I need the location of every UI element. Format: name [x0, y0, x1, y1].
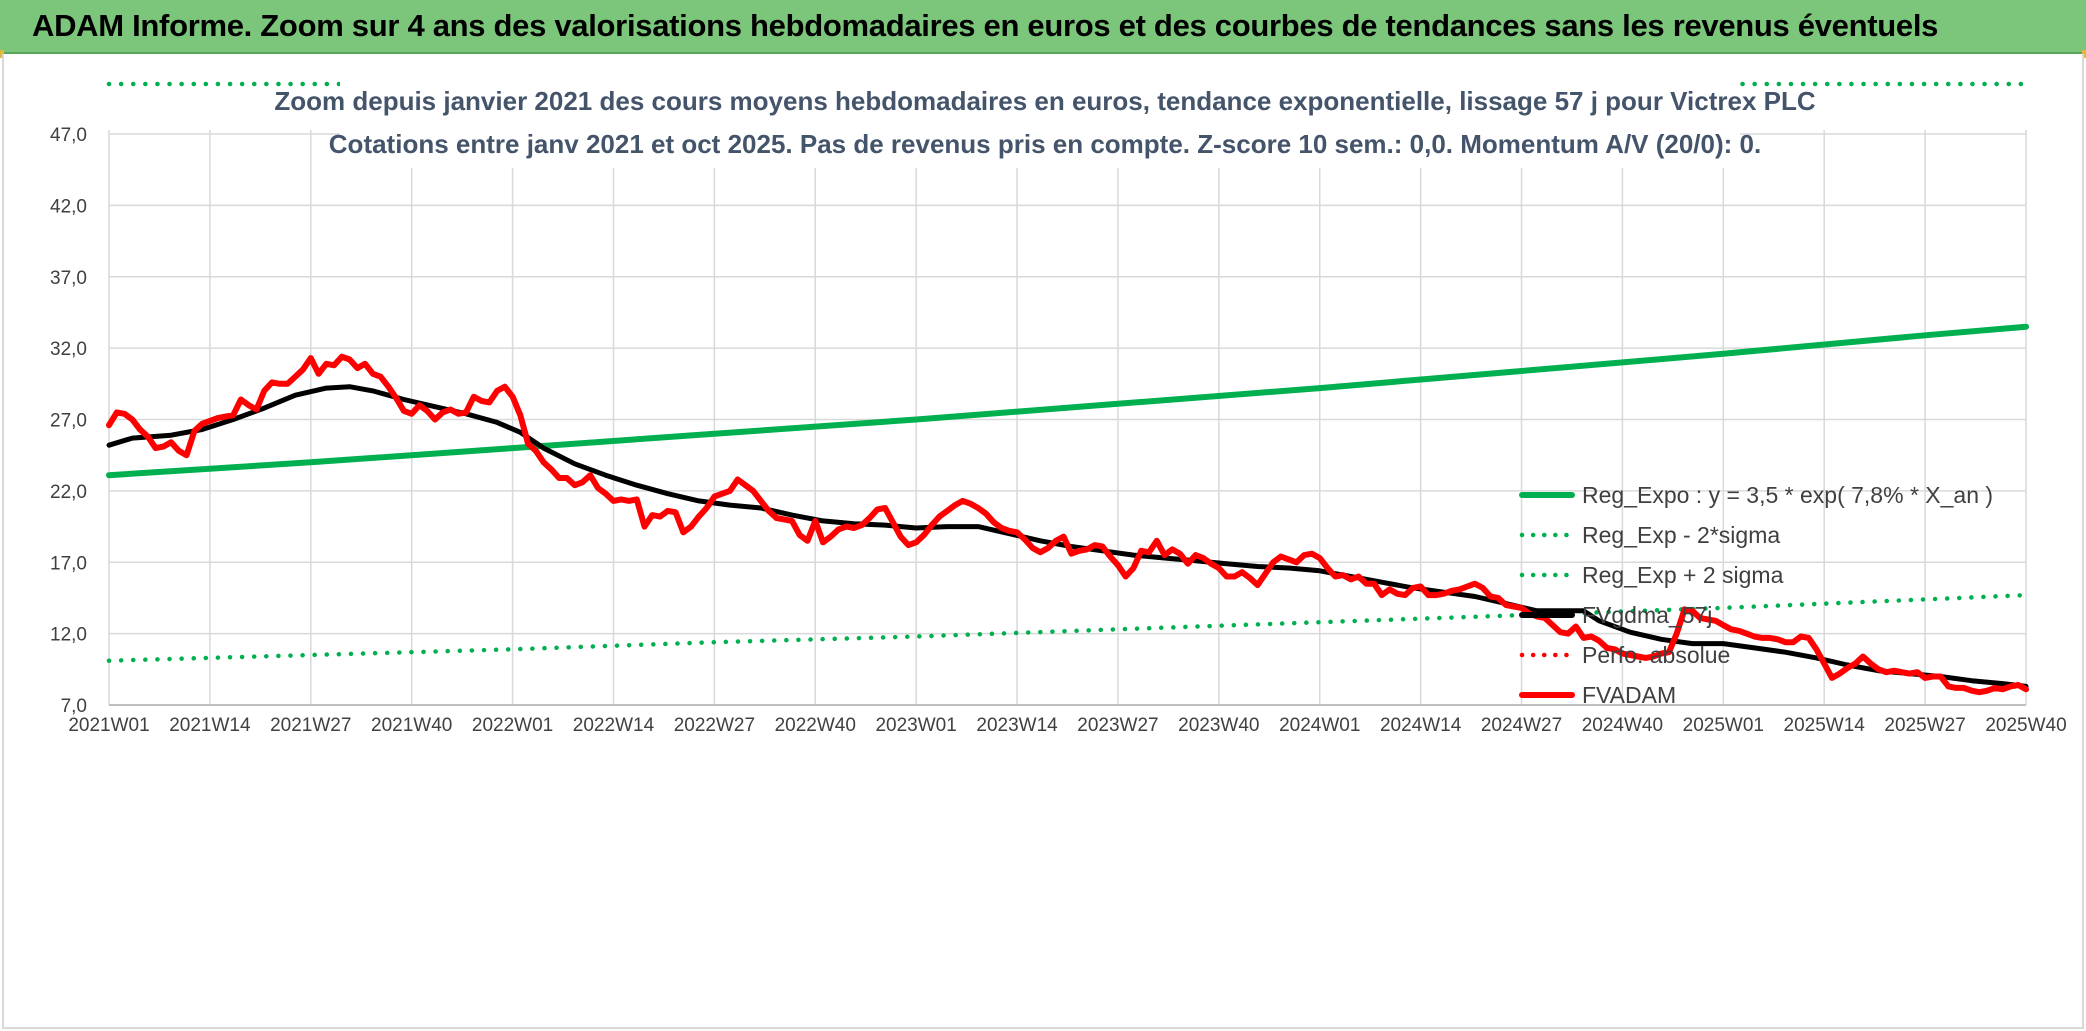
chart-title-block: Zoom depuis janvier 2021 des cours moyen…: [274, 76, 1816, 168]
banner-corner-right: [2082, 50, 2086, 58]
y-tick-label: 7,0: [61, 696, 87, 717]
x-tick-label: 2025W27: [1884, 715, 1965, 736]
series-reg-expo: [106, 323, 2029, 479]
y-tick-label: 47,0: [50, 125, 87, 146]
legend: Reg_Expo : y = 3,5 * exp( 7,8% * X_an ) R…: [1519, 482, 1993, 708]
y-tick-label: 22,0: [50, 482, 87, 503]
legend-label-fvgdma: FVgdma_57j: [1582, 602, 1712, 628]
x-tick-label: 2024W27: [1481, 715, 1562, 736]
series-fvadam: [106, 353, 2029, 696]
x-tick-label: 2022W01: [472, 715, 553, 736]
x-tick-label: 2024W14: [1380, 715, 1462, 736]
legend-label-perfo: Perfo. absolue: [1582, 642, 1730, 668]
legend-label-fvadam: FVADAM: [1582, 682, 1676, 708]
y-tick-label: 27,0: [50, 411, 87, 432]
chart-title-line2: Cotations entre janv 2021 et oct 2025. P…: [329, 129, 1761, 159]
x-tick-label: 2025W40: [1985, 715, 2066, 736]
series-reg-exp-2-sigma: [106, 592, 2029, 663]
x-tick-label: 2023W14: [976, 715, 1058, 736]
x-tick-label: 2023W40: [1178, 715, 1259, 736]
chart-title-line1: Zoom depuis janvier 2021 des cours moyen…: [274, 86, 1815, 116]
legend-label-reg_plus: Reg_Exp + 2 sigma: [1582, 562, 1784, 588]
x-tick-label: 2021W01: [68, 715, 149, 736]
grid-layer: [108, 130, 2027, 706]
y-tick-label: 12,0: [50, 625, 87, 646]
y-tick-label: 42,0: [50, 196, 87, 217]
y-tick-label: 37,0: [50, 268, 87, 289]
x-tick-label: 2023W27: [1077, 715, 1158, 736]
title-background: [340, 76, 1740, 168]
series-layer: [106, 81, 2029, 696]
x-tick-label: 2023W01: [875, 715, 956, 736]
x-tick-label: 2024W40: [1582, 715, 1663, 736]
y-tick-label: 17,0: [50, 553, 87, 574]
x-tick-label: 2025W01: [1683, 715, 1764, 736]
y-tick-label: 32,0: [50, 339, 87, 360]
x-tick-label: 2021W27: [270, 715, 351, 736]
x-tick-label: 2021W40: [371, 715, 452, 736]
x-tick-label: 2022W27: [674, 715, 755, 736]
axis-layer: 7,0 12,0 17,0 22,0 27,0 32,0 37,0 42,0 47,0 2021W…: [50, 125, 2067, 736]
x-tick-label: 2022W14: [573, 715, 655, 736]
legend-label-reg_expo: Reg_Expo : y = 3,5 * exp( 7,8% * X_an ): [1582, 482, 1993, 508]
banner-title: ADAM Informe. Zoom sur 4 ans des valoris…: [32, 8, 1939, 43]
banner: ADAM Informe. Zoom sur 4 ans des valoris…: [0, 0, 2086, 54]
x-tick-label: 2025W14: [1784, 715, 1866, 736]
chart-frame: [2, 54, 2084, 1029]
x-tick-label: 2022W40: [775, 715, 856, 736]
x-tick-label: 2024W01: [1279, 715, 1360, 736]
x-tick-label: 2021W14: [169, 715, 251, 736]
legend-label-reg_minus: Reg_Exp - 2*sigma: [1582, 522, 1780, 548]
